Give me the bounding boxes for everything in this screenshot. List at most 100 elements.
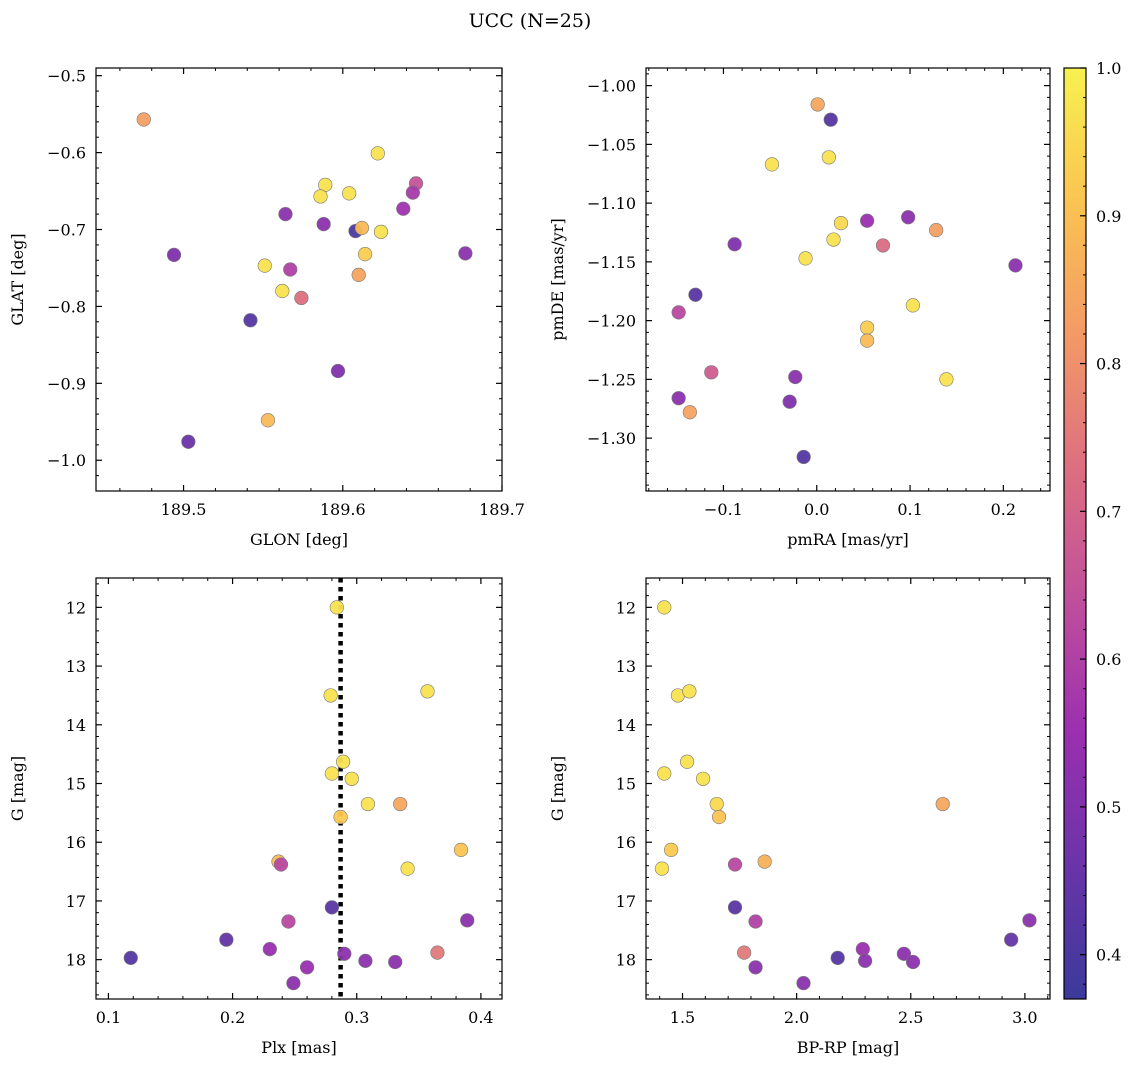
- axis-ticks: [646, 578, 1050, 999]
- scatter-points: [654, 600, 1037, 991]
- y-tick-label: −0.5: [47, 67, 86, 86]
- scatter-point: [1004, 932, 1019, 947]
- y-tick-label: −1.15: [587, 253, 636, 272]
- scatter-point: [281, 914, 296, 929]
- y-tick-label: −1.10: [587, 194, 636, 213]
- x-tick-label: −0.1: [704, 500, 743, 519]
- panel-bprp-g: 1.5 2.0 2.5 3.0 12 13 14 15 16 17 18 BP-RP [mag] G […: [548, 577, 1051, 1057]
- scatter-point: [901, 210, 916, 225]
- x-axis-label: GLON [deg]: [250, 530, 348, 549]
- y-axis-label: GLAT [deg]: [8, 233, 27, 325]
- scatter-point: [324, 900, 340, 915]
- scatter-point: [373, 224, 389, 239]
- x-axis-label: Plx [mas]: [261, 1038, 336, 1057]
- axes-frame: [95, 67, 503, 492]
- scatter-point: [333, 809, 348, 825]
- scatter-point: [136, 112, 151, 127]
- scatter-point: [748, 914, 763, 929]
- x-tick-label: 0.4: [468, 1008, 493, 1027]
- scatter-point: [460, 913, 475, 928]
- scatter-point: [875, 238, 891, 253]
- colorbar: 0.4 0.5 0.6 0.7 0.8 0.9 1.0: [1063, 59, 1121, 1000]
- scatter-point: [316, 217, 331, 232]
- colorbar-tick-label: 0.9: [1096, 207, 1121, 226]
- scatter-point: [166, 247, 182, 262]
- scatter-point: [796, 976, 811, 991]
- scatter-points: [123, 600, 475, 991]
- y-tick-label: −0.7: [47, 221, 86, 240]
- x-tick-label: 189.6: [320, 500, 366, 519]
- y-axis-label: G [mag]: [548, 756, 567, 821]
- scatter-point: [704, 365, 719, 380]
- y-tick-label: 17: [66, 892, 86, 911]
- y-tick-label: 14: [66, 716, 86, 735]
- scatter-point: [275, 283, 290, 299]
- colorbar-tick-label: 1.0: [1096, 59, 1121, 78]
- scatter-point: [370, 146, 385, 161]
- x-tick-label: 0.3: [344, 1008, 369, 1027]
- scatter-point: [396, 201, 411, 216]
- scatter-point: [688, 287, 703, 302]
- colorbar-gradient: [1063, 67, 1087, 1000]
- x-tick-label: 189.7: [479, 500, 525, 519]
- scatter-point: [337, 946, 352, 961]
- scatter-point: [342, 186, 357, 201]
- scatter-point: [243, 313, 258, 328]
- scatter-point: [709, 796, 724, 812]
- scatter-point: [260, 413, 276, 428]
- scatter-point: [358, 953, 373, 968]
- scatter-point: [935, 796, 950, 812]
- scatter-point: [671, 305, 686, 320]
- scatter-point: [335, 754, 351, 769]
- scatter-point: [420, 684, 435, 699]
- x-tick-label: 2.0: [784, 1008, 809, 1027]
- scatter-point: [905, 954, 921, 970]
- scatter-point: [796, 449, 811, 465]
- scatter-point: [323, 688, 338, 703]
- panel-plx-g: 0.1 0.2 0.3 0.4 12 13 14 15 16 17 18 Plx [mas] G [ma…: [8, 577, 503, 1057]
- scatter-point: [354, 220, 369, 236]
- scatter-point: [273, 857, 289, 872]
- colorbar-tick-label: 0.5: [1096, 798, 1121, 817]
- scatter-point: [826, 232, 841, 247]
- scatter-point: [764, 157, 780, 172]
- scatter-point: [324, 766, 340, 781]
- x-tick-label: 0.1: [96, 1008, 121, 1027]
- colorbar-tick-label: 0.6: [1096, 650, 1121, 669]
- scatter-points: [671, 97, 1023, 465]
- scatter-point: [737, 945, 752, 960]
- scatter-point: [1022, 913, 1037, 928]
- x-tick-label: 0.2: [991, 500, 1016, 519]
- y-tick-label: −0.9: [47, 374, 86, 393]
- axes-frame: [645, 67, 1051, 492]
- scatter-point: [657, 766, 672, 781]
- axes-frame: [95, 577, 503, 1000]
- scatter-point: [682, 405, 697, 420]
- scatter-point: [727, 857, 743, 872]
- scatter-point: [858, 953, 873, 968]
- x-tick-label: 2.5: [898, 1008, 923, 1027]
- scatter-point: [257, 258, 272, 273]
- y-tick-label: −1.00: [587, 77, 636, 96]
- y-tick-label: 17: [616, 892, 636, 911]
- scatter-point: [278, 207, 293, 222]
- scatter-point: [360, 796, 376, 812]
- scatter-point: [810, 97, 825, 112]
- scatter-point: [896, 946, 912, 961]
- scatter-point: [860, 333, 875, 348]
- colorbar-tick-label: 0.4: [1096, 946, 1121, 965]
- y-tick-label: 18: [616, 951, 636, 970]
- scatter-point: [286, 976, 301, 991]
- y-tick-label: −1.20: [587, 312, 636, 331]
- scatter-point: [330, 363, 346, 379]
- scatter-point: [929, 223, 944, 238]
- axis-ticks: [96, 578, 502, 999]
- axis-ticks: [646, 68, 1050, 491]
- x-tick-label: 1.5: [670, 1008, 695, 1027]
- scatter-point: [748, 960, 763, 975]
- x-tick-label: 0.0: [804, 500, 829, 519]
- axes-frame: [645, 577, 1051, 1000]
- y-tick-label: 13: [66, 657, 86, 676]
- scatter-point: [430, 945, 445, 960]
